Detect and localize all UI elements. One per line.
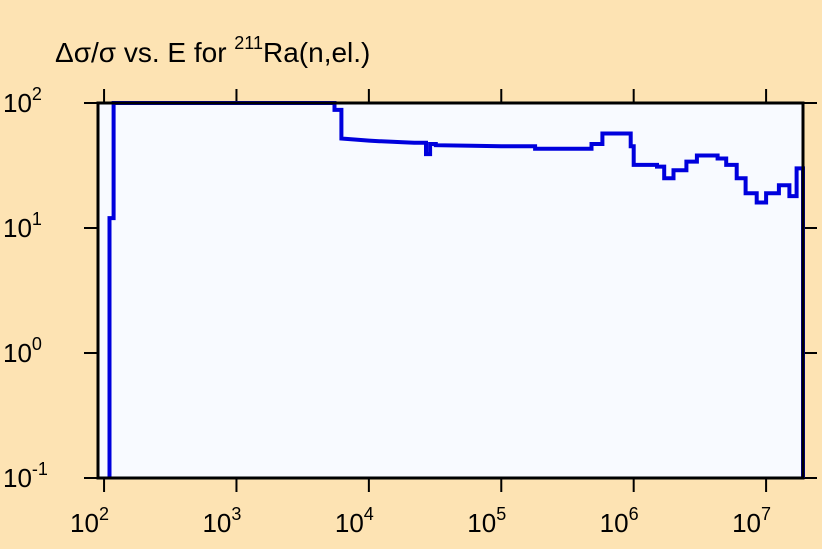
- y-tick-label-exponent: 0: [32, 334, 42, 354]
- x-tick-label-base: 10: [467, 508, 496, 538]
- y-tick-label-exponent: 1: [32, 209, 42, 229]
- x-tick-label: 105: [467, 504, 506, 538]
- x-tick-labels: 102 103 104 105 106 107: [70, 504, 771, 538]
- chart-title-superscript: 211: [234, 33, 263, 53]
- x-tick-label: 104: [335, 504, 374, 538]
- x-tick-label-exponent: 3: [231, 504, 241, 524]
- x-tick-label-base: 10: [600, 508, 629, 538]
- y-tick-label-base: 10: [3, 88, 32, 118]
- y-tick-label-base: 10: [3, 338, 32, 368]
- chart-title: Δσ/σ vs. E for 211Ra(n,el.): [55, 33, 370, 68]
- y-tick-label: 10-1: [3, 459, 48, 493]
- y-tick-label: 102: [3, 84, 42, 118]
- y-tick-label-base: 10: [3, 463, 32, 493]
- x-tick-label: 106: [600, 504, 639, 538]
- x-tick-label-exponent: 7: [761, 504, 771, 524]
- x-tick-label-base: 10: [335, 508, 364, 538]
- chart-title-suffix: Ra(n,el.): [263, 37, 370, 68]
- axis-ticks: [84, 89, 817, 492]
- x-tick-label: 103: [202, 504, 241, 538]
- x-tick-label: 102: [70, 504, 109, 538]
- series-line: [107, 101, 805, 478]
- x-tick-label-base: 10: [732, 508, 761, 538]
- y-tick-label: 101: [3, 209, 42, 243]
- y-tick-label: 100: [3, 334, 42, 368]
- y-tick-label-exponent: 2: [32, 84, 42, 104]
- x-tick-label-exponent: 6: [629, 504, 639, 524]
- x-tick-label-exponent: 2: [99, 504, 109, 524]
- x-tick-label-base: 10: [70, 508, 99, 538]
- x-tick-label-exponent: 4: [364, 504, 374, 524]
- y-tick-label-base: 10: [3, 213, 32, 243]
- x-tick-label: 107: [732, 504, 771, 538]
- x-tick-label-base: 10: [202, 508, 231, 538]
- chart-title-prefix: Δσ/σ vs. E for: [55, 37, 234, 68]
- x-tick-label-exponent: 5: [496, 504, 506, 524]
- plot-frame: [96, 101, 805, 480]
- y-tick-label-exponent: -1: [32, 459, 48, 479]
